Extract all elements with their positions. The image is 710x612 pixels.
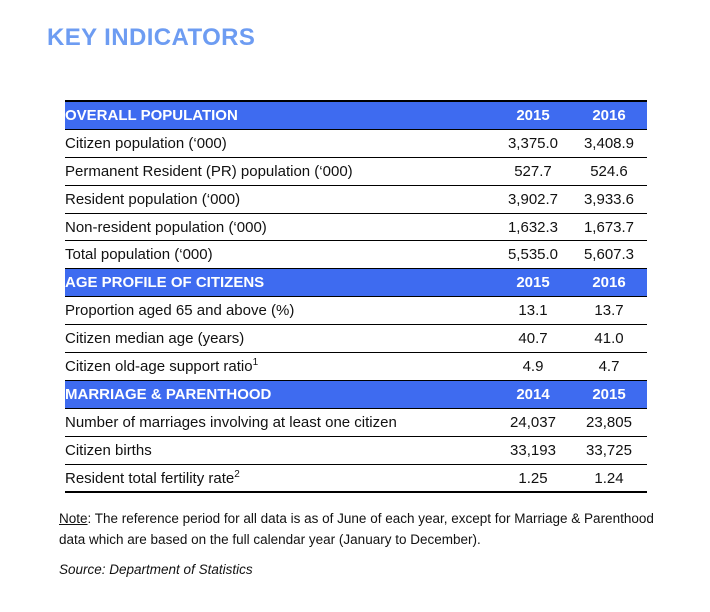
value-2015: 527.7 (514, 162, 552, 180)
note-line2: data which are based on the full calenda… (59, 531, 481, 547)
table-row: Number of marriages involving at least o… (65, 408, 647, 437)
section-title: MARRIAGE & PARENTHOOD (65, 385, 272, 403)
value-2015: 1.24 (594, 469, 624, 487)
year-column-header: 2015 (516, 106, 550, 124)
section-header-overall-population: OVERALL POPULATION 2015 2016 (65, 101, 647, 130)
value-2016: 4.7 (598, 357, 620, 375)
row-label: Number of marriages involving at least o… (65, 413, 397, 431)
value-2016: 3,933.6 (583, 190, 635, 208)
table-row: Resident total fertility rate2 1.25 1.24 (65, 464, 647, 492)
row-label: Total population (‘000) (65, 246, 213, 264)
row-label: Resident population (‘000) (65, 190, 241, 208)
value-2015: 23,805 (586, 413, 632, 431)
year-column-header: 2015 (516, 274, 550, 292)
value-2015: 1,632.3 (507, 218, 559, 236)
value-2015: 4.9 (522, 357, 544, 375)
value-2016: 13.7 (594, 302, 624, 320)
row-label: Non-resident population (‘000) (65, 218, 267, 236)
value-2015: 3,375.0 (507, 134, 559, 152)
table-row: Resident population (‘000) 3,902.7 3,933… (65, 185, 647, 214)
row-label: Citizen old-age support ratio1 (65, 353, 495, 381)
row-label: Resident total fertility rate2 (65, 464, 495, 492)
row-label: Permanent Resident (PR) population (‘000… (65, 162, 353, 180)
value-2015: 5,535.0 (507, 246, 559, 264)
note-label: Note (59, 511, 88, 526)
row-label: Citizen births (65, 441, 152, 459)
key-indicators-table: OVERALL POPULATION 2015 2016 Citizen pop… (65, 100, 647, 494)
value-2015: 13.1 (518, 302, 548, 320)
table-row: Citizen median age (years) 40.7 41.0 (65, 325, 647, 353)
table-row: Permanent Resident (PR) population (‘000… (65, 157, 647, 186)
note-line1: : The reference period for all data is a… (87, 511, 654, 526)
value-2016: 41.0 (594, 330, 624, 348)
value-2014: 1.25 (518, 469, 548, 487)
row-label-text: Resident total fertility rate (65, 469, 235, 487)
value-2016: 524.6 (590, 162, 628, 180)
page-title: KEY INDICATORS (47, 24, 256, 51)
value-2016: 1,673.7 (583, 218, 635, 236)
table-row: Proportion aged 65 and above (%) 13.1 13… (65, 297, 647, 325)
table-row: Citizen births 33,193 33,725 (65, 436, 647, 465)
year-column-header: 2014 (516, 385, 550, 403)
row-label-text: Citizen old-age support ratio (65, 357, 253, 375)
section-title: AGE PROFILE OF CITIZENS (65, 274, 265, 292)
row-label: Citizen population (‘000) (65, 134, 227, 152)
year-column-header: 2015 (592, 385, 626, 403)
note-paragraph: Note: The reference period for all data … (59, 509, 691, 550)
section-header-marriage-parenthood: MARRIAGE & PARENTHOOD 2014 2015 (65, 380, 647, 409)
table-row: Non-resident population (‘000) 1,632.3 1… (65, 213, 647, 241)
value-2016: 3,408.9 (583, 134, 635, 152)
value-2014: 24,037 (510, 413, 556, 431)
footnote-marker: 1 (252, 356, 259, 368)
table-row: Total population (‘000) 5,535.0 5,607.3 (65, 241, 647, 269)
footnote-marker: 2 (234, 468, 240, 480)
row-label: Citizen median age (years) (65, 330, 245, 348)
section-header-age-profile: AGE PROFILE OF CITIZENS 2015 2016 (65, 268, 647, 297)
row-label: Proportion aged 65 and above (%) (65, 302, 295, 320)
year-column-header: 2016 (592, 274, 626, 292)
value-2015: 33,725 (586, 441, 632, 459)
table-row: Citizen old-age support ratio1 4.9 4.7 (65, 353, 647, 381)
value-2014: 33,193 (510, 441, 556, 459)
value-2015: 40.7 (518, 330, 548, 348)
table-row: Citizen population (‘000) 3,375.0 3,408.… (65, 129, 647, 158)
value-2016: 5,607.3 (583, 246, 635, 264)
value-2015: 3,902.7 (507, 190, 559, 208)
source-line: Source: Department of Statistics (59, 562, 253, 577)
section-title: OVERALL POPULATION (65, 106, 238, 124)
year-column-header: 2016 (592, 106, 626, 124)
